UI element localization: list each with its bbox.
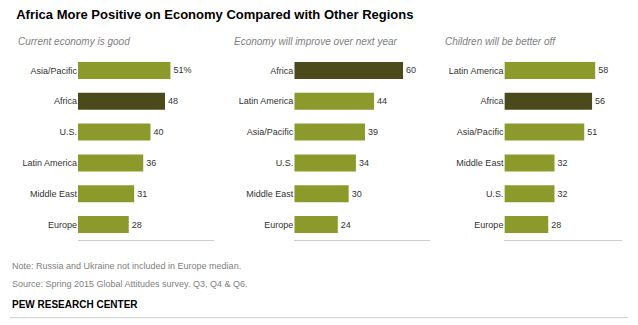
svg-text:Latin America: Latin America	[449, 66, 504, 76]
svg-text:Middle East: Middle East	[456, 158, 504, 168]
svg-text:30: 30	[352, 189, 362, 199]
svg-text:Current economy is good: Current economy is good	[18, 36, 130, 47]
svg-text:36: 36	[146, 158, 156, 168]
svg-text:44: 44	[377, 96, 387, 106]
svg-text:34: 34	[359, 158, 369, 168]
svg-text:Latin America: Latin America	[239, 96, 294, 106]
svg-text:Europe: Europe	[48, 220, 77, 230]
svg-text:Middle East: Middle East	[246, 189, 294, 199]
svg-text:Asia/Pacific: Asia/Pacific	[457, 127, 504, 137]
svg-text:40: 40	[153, 127, 163, 137]
svg-text:U.S.: U.S.	[276, 158, 294, 168]
svg-text:58: 58	[598, 65, 608, 75]
svg-text:Africa: Africa	[270, 66, 293, 76]
svg-text:Europe: Europe	[264, 220, 293, 230]
svg-text:Note: Russia and Ukraine not i: Note: Russia and Ukraine not included in…	[12, 261, 241, 271]
svg-text:U.S.: U.S.	[486, 189, 504, 199]
svg-text:Asia/Pacific: Asia/Pacific	[30, 66, 77, 76]
svg-text:39: 39	[368, 127, 378, 137]
svg-text:Africa More Positive on Econom: Africa More Positive on Economy Compared…	[16, 7, 413, 22]
svg-text:31: 31	[137, 189, 147, 199]
svg-text:32: 32	[558, 189, 568, 199]
svg-text:51: 51	[587, 127, 597, 137]
svg-text:Europe: Europe	[474, 220, 503, 230]
svg-text:24: 24	[341, 220, 351, 230]
svg-text:Source: Spring 2015 Global Att: Source: Spring 2015 Global Attitudes sur…	[12, 279, 247, 289]
svg-text:Africa: Africa	[54, 96, 77, 106]
svg-text:Latin America: Latin America	[22, 158, 77, 168]
svg-text:32: 32	[558, 158, 568, 168]
svg-text:PEW RESEARCH CENTER: PEW RESEARCH CENTER	[12, 299, 138, 310]
svg-text:28: 28	[551, 220, 561, 230]
svg-text:U.S.: U.S.	[59, 127, 77, 137]
svg-text:Middle East: Middle East	[30, 189, 78, 199]
svg-text:56: 56	[595, 96, 605, 106]
svg-text:60: 60	[406, 65, 416, 75]
svg-text:Economy will improve over next: Economy will improve over next year	[234, 36, 398, 47]
svg-text:48: 48	[168, 96, 178, 106]
svg-text:Africa: Africa	[480, 96, 503, 106]
svg-text:Asia/Pacific: Asia/Pacific	[247, 127, 294, 137]
svg-text:28: 28	[132, 220, 142, 230]
svg-text:Children will be better off: Children will be better off	[445, 36, 556, 47]
svg-text:51%: 51%	[173, 65, 191, 75]
